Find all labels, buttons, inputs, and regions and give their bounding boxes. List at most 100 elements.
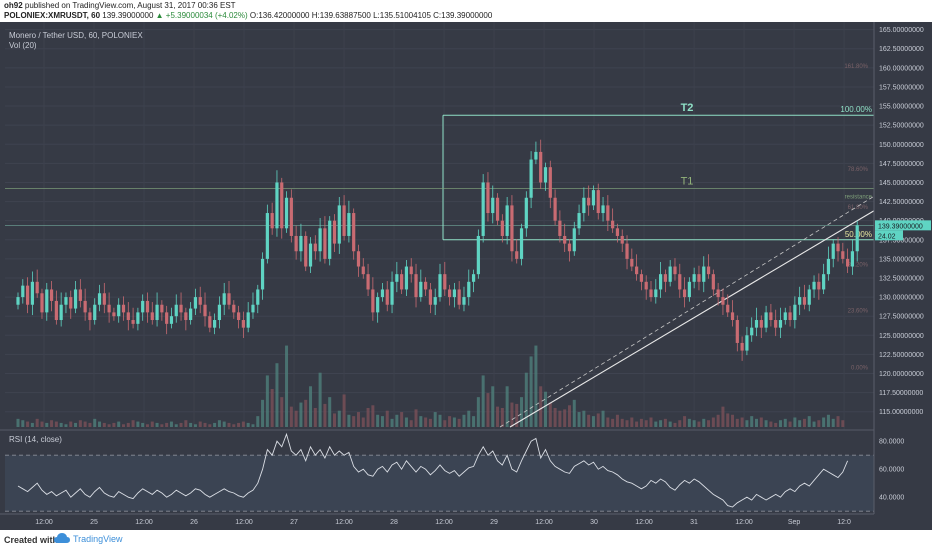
- symbol-label: POLONIEX:XMRUSDT, 60: [4, 11, 101, 20]
- candle-body: [716, 289, 720, 298]
- candle-body: [16, 297, 20, 305]
- volume-bar: [678, 420, 682, 427]
- candle-body: [644, 281, 648, 290]
- volume-bar: [304, 399, 308, 427]
- publish-line: oh92 published on TradingView.com, Augus…: [4, 1, 236, 10]
- volume-bar: [251, 424, 255, 427]
- time-tick-label: 12:00: [435, 519, 453, 526]
- t1-label: T1: [681, 176, 694, 188]
- time-tick-label: 12:00: [235, 519, 253, 526]
- candle-body: [452, 289, 456, 298]
- author-name[interactable]: oh92: [4, 1, 23, 10]
- volume-bar: [122, 424, 125, 427]
- volume-bar: [198, 421, 202, 427]
- volume-bar: [635, 421, 639, 427]
- tradingview-logo[interactable]: TradingView: [54, 533, 123, 544]
- chart-svg[interactable]: T2T1100.00%50.00%resistance161.80%78.60%…: [0, 22, 932, 530]
- volume-bar: [270, 389, 274, 427]
- volume-bar: [778, 420, 782, 427]
- candle-body: [83, 300, 87, 313]
- candle-body: [438, 274, 442, 298]
- price-tick-label: 127.50000000: [879, 314, 924, 321]
- fib-faint-label: 161.80%: [844, 64, 868, 70]
- volume-bar: [539, 386, 543, 427]
- candle-body: [419, 281, 423, 298]
- volume-bar: [59, 422, 63, 427]
- price-tick-label: 115.00000000: [879, 409, 923, 416]
- candle-body: [510, 205, 514, 252]
- fib-faint-label: 0.00%: [851, 366, 869, 372]
- time-tick-label: 27: [290, 519, 298, 526]
- time-tick-label: 12:00: [635, 519, 653, 526]
- candle-body: [174, 304, 178, 317]
- rsi-legend: RSI (14, close): [9, 435, 62, 444]
- footer: Created with TradingView: [0, 530, 932, 550]
- ohlc-values: O:136.42000000 H:139.63887500 L:135.5100…: [249, 11, 493, 20]
- candle-body: [740, 342, 744, 351]
- candle-body: [376, 297, 380, 313]
- candle-body: [543, 167, 548, 183]
- volume-bar: [831, 418, 835, 427]
- last-price-tag-text: 139.39000000: [878, 223, 923, 230]
- candle-body: [342, 205, 346, 236]
- volume-bar: [520, 397, 524, 427]
- volume-bar: [529, 356, 533, 427]
- volume-bar: [702, 418, 706, 427]
- candle-body: [184, 312, 188, 321]
- volume-bar: [620, 418, 624, 427]
- candle-body: [102, 293, 106, 305]
- price-tick-label: 145.00000000: [879, 180, 924, 187]
- volume-bar: [481, 375, 485, 427]
- volume-bar: [222, 421, 226, 427]
- chart-area[interactable]: T2T1100.00%50.00%resistance161.80%78.60%…: [0, 22, 932, 530]
- candle-body: [284, 197, 289, 229]
- candle-body: [361, 266, 365, 275]
- candle-body: [836, 243, 840, 252]
- volume-bar: [428, 418, 432, 427]
- volume-bar: [232, 424, 236, 427]
- tradingview-brand: TradingView: [73, 533, 123, 544]
- volume-bar: [174, 424, 178, 427]
- volume-bar: [366, 408, 370, 427]
- volume-bar: [424, 417, 428, 427]
- candle-body: [141, 300, 145, 313]
- rsi-line: [17, 432, 849, 508]
- volume-bar: [241, 421, 245, 427]
- candle-body: [668, 266, 672, 282]
- publish-info: published on TradingView.com, August 31,…: [24, 1, 236, 10]
- volume-bar: [572, 399, 576, 427]
- volume-bar: [78, 420, 82, 427]
- volume-bar: [333, 413, 336, 427]
- candle-body: [400, 274, 404, 290]
- volume-bar: [630, 417, 634, 427]
- fib-100-label: 100.00%: [840, 105, 872, 114]
- candle-body: [198, 297, 202, 305]
- candle-body: [189, 308, 193, 321]
- time-tick-label: 26: [190, 519, 198, 526]
- volume-bar: [764, 420, 768, 427]
- volume-bar: [404, 417, 408, 427]
- time-tick-label: 25: [90, 519, 98, 526]
- candle-body: [778, 320, 783, 328]
- candle-body: [658, 274, 663, 290]
- volume-bar: [841, 420, 845, 427]
- candle-body: [323, 228, 327, 259]
- price-change: ▲ +5.39000034 (+4.02%): [155, 11, 248, 20]
- candle-body: [841, 251, 845, 259]
- rsi-tick-label: 80.0000: [879, 439, 904, 446]
- volume-bar: [759, 417, 763, 427]
- candle-body: [826, 258, 831, 275]
- volume-bar: [145, 424, 149, 427]
- volume-bar: [716, 414, 720, 427]
- volume-bar: [299, 402, 303, 427]
- candle-body: [788, 312, 792, 321]
- volume-bar: [313, 408, 317, 427]
- volume-bar: [582, 410, 586, 427]
- candle-body: [615, 228, 620, 236]
- candle-body: [404, 266, 409, 290]
- price-tick-label: 122.50000000: [879, 352, 924, 359]
- volume-bar: [438, 414, 442, 427]
- volume-bar: [544, 391, 547, 427]
- volume-bar: [117, 421, 121, 427]
- candle-body: [35, 281, 39, 294]
